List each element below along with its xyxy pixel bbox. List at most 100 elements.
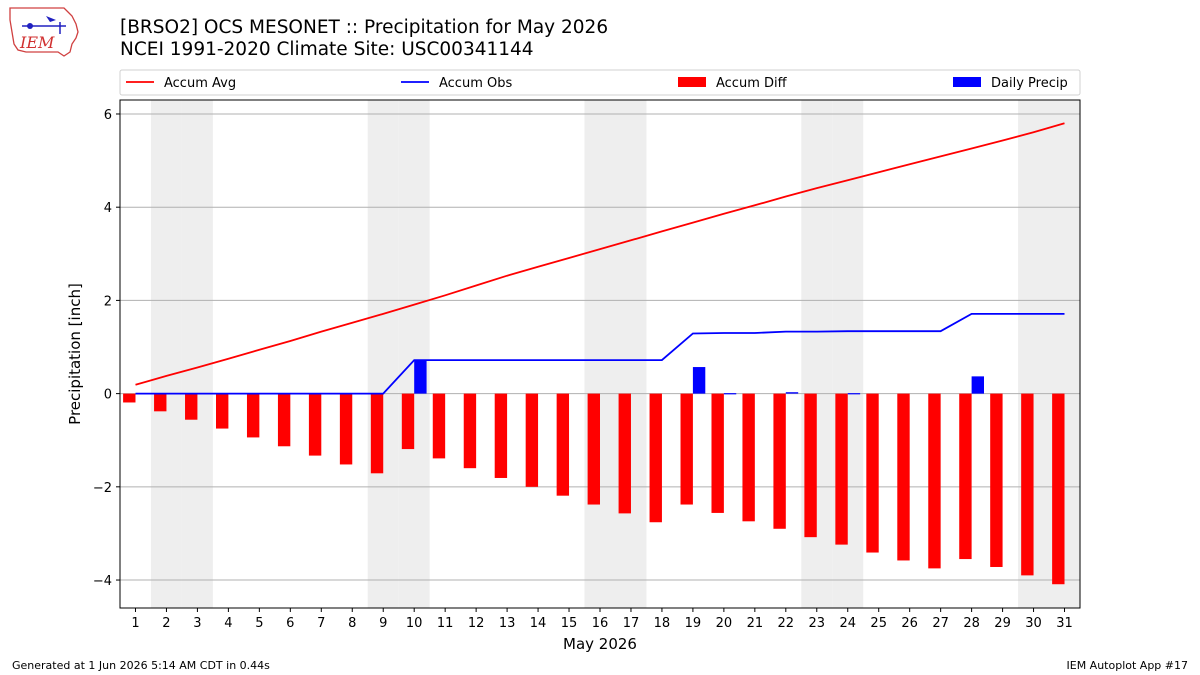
x-tick-label: 20 bbox=[716, 616, 733, 631]
accum-diff-bar bbox=[928, 393, 941, 569]
accum-diff-bar bbox=[711, 393, 724, 513]
x-tick-label: 16 bbox=[592, 616, 609, 631]
x-tick-label: 9 bbox=[379, 616, 387, 631]
x-tick-label: 6 bbox=[286, 616, 294, 631]
accum-avg-line bbox=[135, 122, 1065, 386]
x-tick-label: 13 bbox=[499, 616, 516, 631]
iowa-outline-shape bbox=[9, 7, 79, 57]
weekend-shade bbox=[181, 100, 213, 608]
y-axis: −4 −2 0 2 4 6 bbox=[93, 108, 120, 589]
x-tick-label: 17 bbox=[623, 616, 640, 631]
weekend-shade bbox=[150, 100, 182, 608]
chart-subtitle: NCEI 1991-2020 Climate Site: USC00341144 bbox=[120, 39, 534, 60]
daily-precip-bar bbox=[692, 367, 706, 394]
weekend-shade bbox=[398, 100, 430, 608]
x-tick-label: 30 bbox=[1025, 616, 1042, 631]
y-tick-label: 0 bbox=[104, 388, 112, 403]
legend-box bbox=[119, 69, 1081, 96]
accum-diff-bar bbox=[587, 393, 600, 505]
x-tick-label: 8 bbox=[348, 616, 356, 631]
accum-diff-bar bbox=[866, 393, 879, 553]
app-credit: IEM Autoplot App #17 bbox=[1066, 659, 1189, 672]
iem-logo: IEM bbox=[9, 7, 79, 57]
x-tick-label: 26 bbox=[901, 616, 918, 631]
accum-diff-bar bbox=[1021, 393, 1034, 576]
generated-timestamp: Generated at 1 Jun 2026 5:14 AM CDT in 0… bbox=[12, 659, 270, 672]
x-tick-label: 11 bbox=[437, 616, 454, 631]
legend-accum-diff-label: Accum Diff bbox=[716, 76, 788, 91]
weekend-shade bbox=[584, 100, 616, 608]
accum-diff-bar bbox=[154, 393, 167, 412]
accum-diff-bar bbox=[339, 393, 353, 465]
accum-diff-bar bbox=[525, 393, 539, 487]
legend-accum-diff-swatch bbox=[678, 77, 706, 87]
weekend-shading bbox=[150, 100, 1080, 608]
legend-accum-avg-label: Accum Avg bbox=[164, 76, 236, 91]
x-tick-label: 29 bbox=[994, 616, 1011, 631]
y-tick-label: −2 bbox=[93, 481, 112, 496]
x-tick-label: 27 bbox=[932, 616, 949, 631]
x-tick-label: 3 bbox=[193, 616, 201, 631]
accum-lines bbox=[135, 122, 1065, 395]
x-tick-label: 24 bbox=[839, 616, 856, 631]
accum-diff-bar bbox=[432, 393, 446, 459]
accum-diff-bar bbox=[804, 393, 817, 538]
accum-diff-bars bbox=[123, 393, 1065, 585]
accum-diff-bar bbox=[401, 393, 415, 450]
accum-diff-bar bbox=[618, 393, 631, 514]
weekend-shade bbox=[367, 100, 399, 608]
accum-diff-bar bbox=[494, 393, 508, 478]
x-tick-label: 28 bbox=[963, 616, 980, 631]
y-tick-label: −4 bbox=[93, 574, 112, 589]
x-tick-label: 4 bbox=[224, 616, 232, 631]
daily-precip-bars bbox=[414, 360, 984, 395]
accum-diff-bar bbox=[959, 393, 972, 560]
daily-precip-bar bbox=[847, 393, 861, 395]
x-tick-label: 31 bbox=[1056, 616, 1073, 631]
x-axis: 1 2 3 4 5 6 7 8 9 10 11 12 13 14 15 16 17 18 19 20 21 22 23 24 2… bbox=[131, 608, 1073, 631]
x-tick-label: 2 bbox=[162, 616, 170, 631]
chart-title: [BRSO2] OCS MESONET :: Precipitation for… bbox=[120, 17, 609, 38]
y-tick-label: 2 bbox=[104, 294, 112, 309]
accum-diff-bar bbox=[773, 393, 786, 529]
x-tick-label: 25 bbox=[870, 616, 887, 631]
accum-diff-bar bbox=[185, 393, 198, 420]
accum-diff-bar bbox=[463, 393, 477, 469]
legend-daily-precip-swatch bbox=[953, 77, 981, 87]
accum-diff-bar bbox=[680, 393, 693, 505]
daily-precip-bar bbox=[971, 376, 984, 394]
x-tick-label: 7 bbox=[317, 616, 325, 631]
x-axis-label: May 2026 bbox=[563, 635, 637, 653]
daily-precip-bar bbox=[785, 392, 799, 394]
accum-obs-line bbox=[135, 312, 1065, 395]
accum-diff-bar bbox=[897, 393, 910, 561]
x-tick-label: 10 bbox=[406, 616, 423, 631]
legend-daily-precip-label: Daily Precip bbox=[991, 76, 1068, 91]
x-tick-label: 21 bbox=[747, 616, 764, 631]
accum-diff-bar bbox=[1052, 393, 1065, 585]
y-axis-label: Precipitation [inch] bbox=[66, 283, 84, 425]
legend: Accum Avg Accum Obs Accum Diff Daily Precip bbox=[119, 69, 1081, 96]
accum-diff-bar bbox=[370, 393, 384, 474]
weather-station-icon bbox=[27, 23, 33, 29]
x-tick-label: 15 bbox=[561, 616, 578, 631]
y-tick-label: 4 bbox=[104, 201, 112, 216]
daily-precip-bar bbox=[414, 360, 427, 394]
weekend-shade bbox=[615, 100, 647, 608]
accum-diff-bar bbox=[277, 393, 291, 447]
daily-precip-bar bbox=[723, 393, 737, 395]
accum-diff-bar bbox=[649, 393, 662, 523]
x-tick-label: 1 bbox=[131, 616, 139, 631]
accum-diff-bar bbox=[246, 393, 260, 438]
legend-accum-obs-label: Accum Obs bbox=[439, 76, 512, 91]
x-tick-label: 12 bbox=[468, 616, 485, 631]
logo-text: IEM bbox=[19, 33, 55, 52]
accum-diff-bar bbox=[742, 393, 755, 522]
accum-diff-bar bbox=[308, 393, 322, 456]
x-tick-label: 5 bbox=[255, 616, 263, 631]
x-tick-label: 14 bbox=[530, 616, 547, 631]
x-tick-label: 18 bbox=[654, 616, 671, 631]
x-tick-label: 23 bbox=[809, 616, 826, 631]
x-tick-label: 22 bbox=[778, 616, 795, 631]
